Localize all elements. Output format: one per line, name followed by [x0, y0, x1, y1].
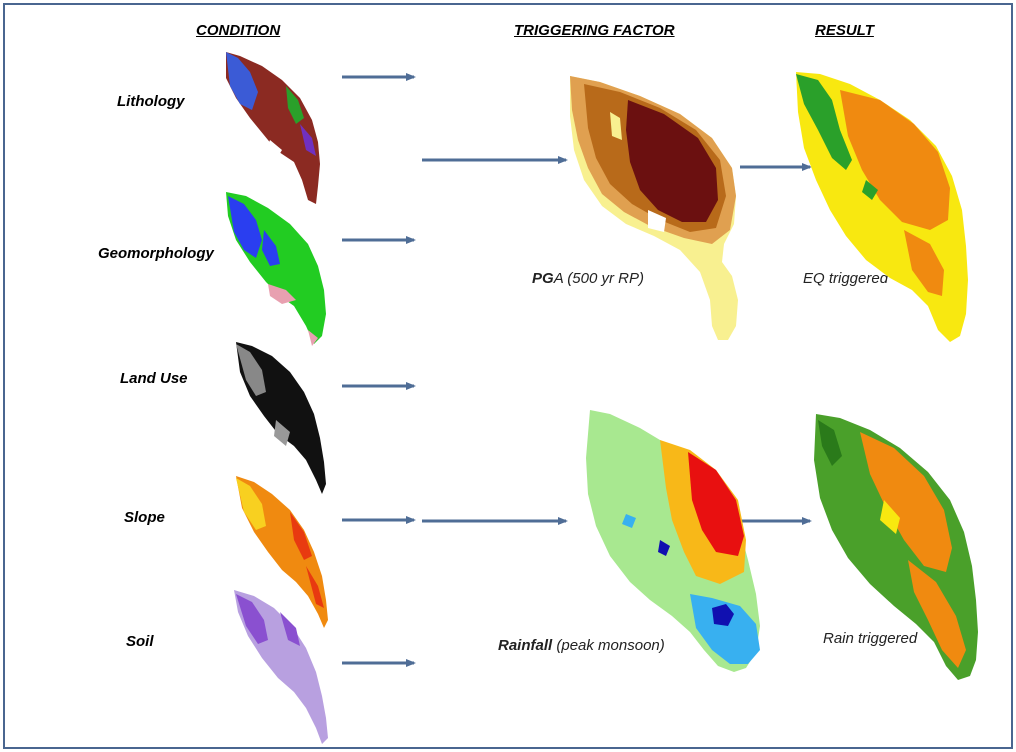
label-land-use: Land Use	[120, 370, 188, 387]
caption-rain-triggered: Rain triggered	[823, 630, 918, 647]
label-slope: Slope	[124, 509, 165, 526]
caption-eq-triggered: EQ triggered	[803, 270, 889, 287]
rainfall-map-icon	[586, 410, 760, 672]
pga-map-icon	[570, 76, 738, 340]
caption-rainfall: Rainfall (peak monsoon)	[498, 637, 665, 654]
slope-map-icon	[236, 476, 328, 628]
geomorphology-map-icon	[226, 192, 326, 346]
caption-pga-bold: PG	[532, 270, 554, 287]
lithology-map-icon	[226, 52, 320, 204]
label-soil: Soil	[126, 633, 154, 650]
caption-rainfall-rest: (peak monsoon)	[552, 637, 665, 654]
arrows	[342, 73, 812, 667]
eq-result-map-icon	[796, 72, 968, 342]
soil-map-icon	[234, 590, 328, 744]
header-condition: CONDITION	[196, 22, 281, 39]
figure-frame	[3, 3, 1013, 749]
caption-pga-rest: A (500 yr RP)	[553, 270, 644, 287]
header-triggering-factor: TRIGGERING FACTOR	[514, 22, 675, 39]
rain-result-map-icon	[814, 414, 978, 680]
label-lithology: Lithology	[117, 93, 185, 110]
caption-pga: PGA (500 yr RP)	[532, 270, 644, 287]
caption-rainfall-bold: Rainfall	[498, 637, 553, 654]
label-geomorphology: Geomorphology	[98, 245, 214, 262]
land-use-map-icon	[236, 342, 326, 494]
header-result: RESULT	[815, 22, 874, 39]
